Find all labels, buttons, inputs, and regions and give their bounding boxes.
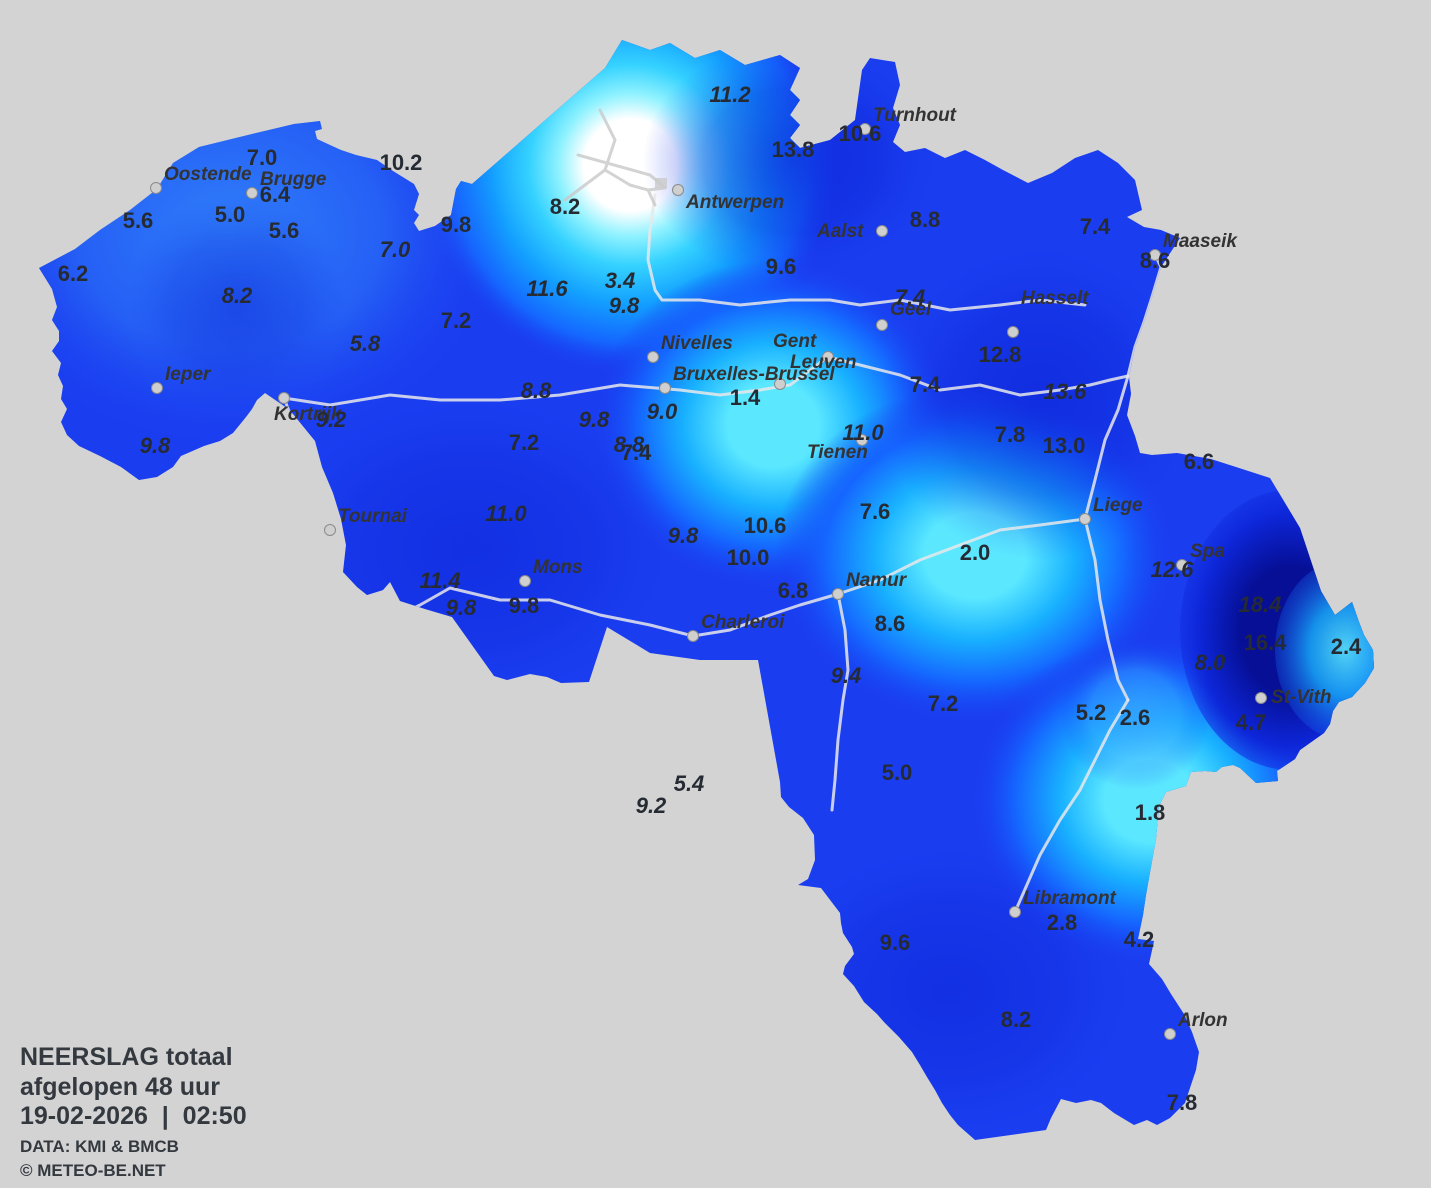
svg-text:9.4: 9.4	[831, 663, 862, 688]
svg-text:2.4: 2.4	[1331, 634, 1362, 659]
svg-text:8.2: 8.2	[222, 283, 253, 308]
svg-text:5.8: 5.8	[350, 331, 381, 356]
svg-text:10.0: 10.0	[727, 545, 770, 570]
svg-text:7.2: 7.2	[928, 691, 959, 716]
svg-text:4.7: 4.7	[1236, 710, 1267, 735]
svg-text:Namur: Namur	[846, 570, 908, 591]
svg-text:9.8: 9.8	[446, 595, 477, 620]
svg-text:Nivelles: Nivelles	[661, 333, 733, 354]
svg-text:12.8: 12.8	[979, 342, 1022, 367]
svg-text:Turnhout: Turnhout	[873, 105, 957, 126]
svg-text:7.6: 7.6	[860, 499, 891, 524]
svg-text:9.8: 9.8	[140, 433, 171, 458]
svg-text:10.2: 10.2	[380, 150, 423, 175]
svg-text:DATA: KMI & BMCB: DATA: KMI & BMCB	[20, 1137, 179, 1156]
svg-text:9.6: 9.6	[766, 254, 797, 279]
svg-text:19-02-2026 | 02:50: 19-02-2026 | 02:50	[20, 1102, 247, 1130]
svg-text:Libramont: Libramont	[1023, 888, 1117, 909]
svg-text:Charleroi: Charleroi	[701, 612, 785, 633]
svg-text:3.4: 3.4	[605, 268, 636, 293]
svg-text:Liege: Liege	[1093, 495, 1143, 516]
svg-text:Tournai: Tournai	[338, 506, 408, 527]
svg-text:2.0: 2.0	[960, 540, 991, 565]
svg-text:9.8: 9.8	[668, 523, 699, 548]
svg-text:11.0: 11.0	[842, 420, 884, 445]
svg-text:Spa: Spa	[1190, 541, 1225, 562]
svg-text:7.4: 7.4	[910, 372, 941, 397]
svg-text:9.8: 9.8	[579, 407, 610, 432]
svg-text:6.2: 6.2	[58, 261, 89, 286]
svg-text:11.6: 11.6	[526, 276, 568, 301]
svg-text:13.6: 13.6	[1044, 379, 1088, 404]
svg-text:9.0: 9.0	[647, 399, 678, 424]
svg-text:1.4: 1.4	[730, 385, 761, 410]
svg-text:7.8: 7.8	[1167, 1090, 1198, 1115]
svg-text:8.6: 8.6	[875, 611, 906, 636]
svg-text:7.4: 7.4	[895, 285, 926, 310]
svg-text:Hasselt: Hasselt	[1021, 288, 1089, 309]
svg-text:1.8: 1.8	[1135, 800, 1166, 825]
svg-text:NEERSLAG totaal: NEERSLAG totaal	[20, 1043, 233, 1071]
svg-text:12.6: 12.6	[1151, 557, 1195, 582]
svg-text:8.8: 8.8	[521, 378, 552, 403]
svg-text:7.8: 7.8	[995, 422, 1026, 447]
svg-text:8.6: 8.6	[1140, 248, 1171, 273]
svg-text:5.4: 5.4	[674, 771, 705, 796]
svg-text:Arlon: Arlon	[1177, 1010, 1228, 1031]
svg-text:13.0: 13.0	[1043, 433, 1086, 458]
svg-text:8.2: 8.2	[1001, 1007, 1032, 1032]
svg-text:St-Vith: St-Vith	[1271, 687, 1332, 708]
svg-text:5.2: 5.2	[1076, 700, 1107, 725]
svg-text:5.0: 5.0	[215, 202, 246, 227]
svg-text:7.0: 7.0	[247, 145, 278, 170]
svg-text:2.8: 2.8	[1047, 910, 1078, 935]
svg-text:7.4: 7.4	[621, 440, 652, 465]
svg-text:Aalst: Aalst	[816, 221, 864, 242]
svg-text:13.8: 13.8	[772, 137, 815, 162]
svg-text:6.8: 6.8	[778, 578, 809, 603]
svg-text:7.2: 7.2	[509, 430, 540, 455]
svg-text:7.4: 7.4	[1080, 214, 1111, 239]
svg-text:10.6: 10.6	[839, 121, 882, 146]
svg-text:9.2: 9.2	[636, 793, 667, 818]
svg-text:Tienen: Tienen	[807, 442, 868, 463]
svg-text:5.0: 5.0	[882, 760, 913, 785]
svg-text:Oostende: Oostende	[164, 164, 252, 185]
svg-text:9.8: 9.8	[509, 593, 540, 618]
svg-text:18.4: 18.4	[1239, 592, 1282, 617]
svg-text:6.6: 6.6	[1184, 449, 1215, 474]
svg-text:10.6: 10.6	[744, 513, 787, 538]
svg-text:Bruxelles-Brussel: Bruxelles-Brussel	[673, 364, 835, 385]
svg-text:© METEO-BE.NET: © METEO-BE.NET	[20, 1161, 166, 1180]
svg-text:9.2: 9.2	[316, 407, 347, 432]
svg-text:Gent: Gent	[773, 331, 817, 352]
svg-text:7.2: 7.2	[441, 308, 472, 333]
svg-text:6.4: 6.4	[260, 182, 291, 207]
svg-text:5.6: 5.6	[269, 218, 300, 243]
svg-text:afgelopen 48 uur: afgelopen 48 uur	[20, 1073, 220, 1101]
svg-text:9.8: 9.8	[441, 212, 472, 237]
svg-text:11.2: 11.2	[709, 82, 751, 107]
svg-text:16.4: 16.4	[1244, 630, 1288, 655]
svg-text:2.6: 2.6	[1120, 705, 1151, 730]
svg-text:Ieper: Ieper	[165, 364, 212, 385]
svg-text:4.2: 4.2	[1124, 927, 1155, 952]
svg-text:9.6: 9.6	[880, 930, 911, 955]
svg-text:8.0: 8.0	[1195, 650, 1226, 675]
svg-text:5.6: 5.6	[123, 208, 154, 233]
svg-text:Mons: Mons	[533, 557, 583, 578]
svg-text:Antwerpen: Antwerpen	[685, 192, 784, 213]
svg-text:Maaseik: Maaseik	[1163, 231, 1238, 252]
svg-text:8.8: 8.8	[910, 207, 941, 232]
svg-text:11.4: 11.4	[419, 568, 460, 593]
svg-text:7.0: 7.0	[380, 237, 411, 262]
svg-text:8.2: 8.2	[550, 194, 581, 219]
svg-text:11.0: 11.0	[485, 501, 527, 526]
svg-text:9.8: 9.8	[609, 293, 640, 318]
